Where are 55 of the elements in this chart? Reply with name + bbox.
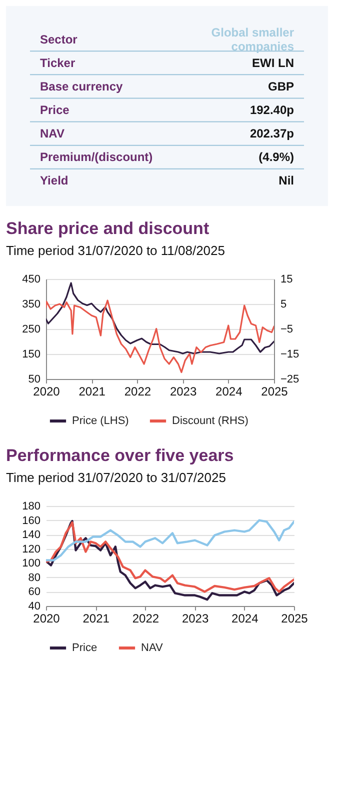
category-label: Price [40,103,70,117]
x-tick-label: 2025 [281,612,308,626]
y-tick-label: 250 [22,324,40,336]
x-tick-label: 2024 [216,384,243,398]
category-label: 192.40p [250,103,294,117]
x-tick-label: 2023 [170,384,197,398]
x-tick-label: 2021 [82,612,110,626]
y-tick-label: 40 [28,600,40,612]
y2-tick-label: 15 [280,274,293,286]
category-label: 202.37p [250,126,294,141]
y-tick-label: 180 [22,500,40,512]
line-series [46,300,274,374]
y-tick-label: 350 [22,298,40,310]
y2-tick-label: −5 [280,324,294,336]
x-tick-label: 2021 [78,384,106,398]
category-label: Sector [40,32,78,46]
y-tick-label: 450 [22,274,40,286]
chart-title: Performance over five years [6,446,234,465]
chart-subtitle: Time period 31/07/2020 to 11/08/2025 [6,243,225,258]
x-tick-label: 2022 [124,384,152,398]
category-label: Nil [278,174,294,188]
y2-tick-label: −15 [280,348,300,360]
category-label: Yield [40,174,68,188]
chart-title: Share price and discount [6,219,210,238]
category-label: NAV [40,126,64,141]
x-tick-label: 2025 [261,384,288,398]
y2-tick-label: 5 [280,298,287,310]
legend-label: Discount (RHS) [172,415,248,427]
legend-label: Price (LHS) [72,415,129,427]
y2-tick-label: −25 [280,374,300,386]
line-series [46,282,274,354]
x-tick-label: 2024 [232,612,259,626]
y-tick-label: 140 [22,529,40,542]
x-tick-label: 2020 [33,612,60,626]
line-series [46,519,294,562]
category-label: GBP [268,79,294,94]
y-tick-label: 80 [28,572,40,584]
legend-label: NAV [141,642,164,654]
y-tick-label: 60 [28,586,40,598]
category-label: Ticker [40,56,76,70]
category-label: Premium/(discount) [40,150,153,164]
legend-label: Price [72,642,98,654]
x-tick-label: 2022 [132,612,160,626]
category-label: Global smaller companies [211,25,294,54]
y-tick-label: 120 [22,543,40,556]
category-label: (4.9%) [258,150,294,164]
y-tick-label: 100 [22,558,40,570]
x-tick-label: 2023 [182,612,209,626]
category-label: Base currency [40,79,124,94]
category-label: EWI LN [252,56,294,70]
y-tick-label: 150 [22,348,40,360]
chart-subtitle: Time period 31/07/2020 to 31/07/2025 [6,470,226,485]
x-tick-label: 2020 [33,384,60,398]
y-tick-label: 50 [28,374,40,386]
y-tick-label: 160 [22,514,40,527]
